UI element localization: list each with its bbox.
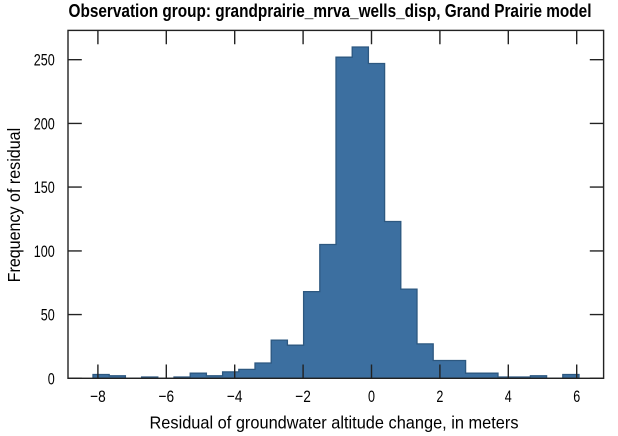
svg-text:2: 2 — [436, 387, 443, 406]
svg-text:100: 100 — [34, 242, 55, 261]
svg-text:−4: −4 — [227, 387, 243, 406]
svg-text:−6: −6 — [159, 387, 175, 406]
svg-text:Observation group: grandprairi: Observation group: grandprairie_mrva_wel… — [69, 0, 592, 21]
svg-text:250: 250 — [34, 51, 55, 70]
svg-text:200: 200 — [34, 114, 55, 133]
svg-text:−2: −2 — [295, 387, 311, 406]
svg-text:50: 50 — [41, 306, 55, 325]
svg-text:Frequency of residual: Frequency of residual — [4, 128, 24, 283]
svg-text:0: 0 — [48, 369, 55, 388]
svg-text:0: 0 — [368, 387, 375, 406]
svg-text:4: 4 — [505, 387, 512, 406]
svg-text:−8: −8 — [90, 387, 106, 406]
svg-text:6: 6 — [573, 387, 580, 406]
svg-text:Residual of groundwater altitu: Residual of groundwater altitude change,… — [150, 413, 519, 433]
svg-text:150: 150 — [34, 178, 55, 197]
